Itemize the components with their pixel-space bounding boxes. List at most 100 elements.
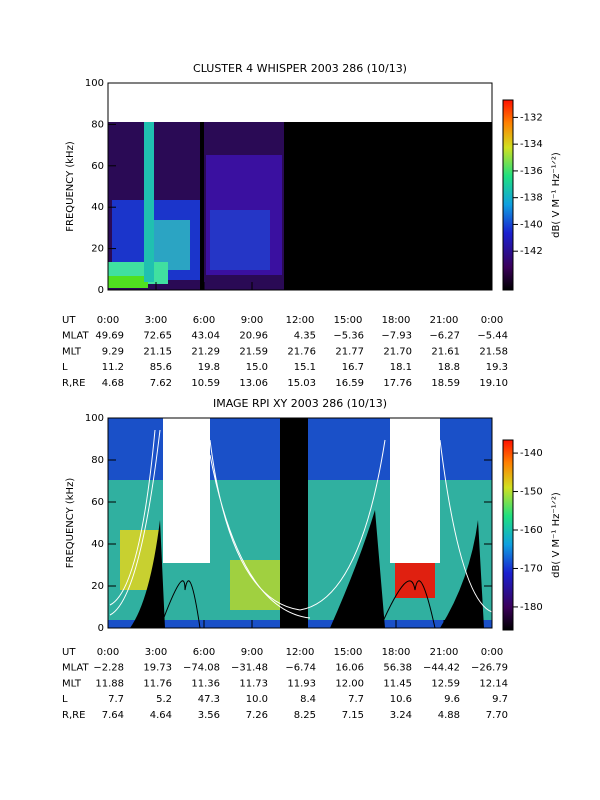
y-tick-label: 40 — [91, 202, 104, 213]
x-tick-label: 0:00 — [481, 315, 503, 326]
x-tick-label: 0:00 — [97, 647, 119, 658]
y-tick-label: 100 — [85, 413, 104, 424]
colorbar-tick-label: -150 — [520, 487, 543, 498]
ephemeris-value: 10.59 — [191, 378, 220, 389]
ephemeris-value: 5.2 — [156, 694, 172, 705]
ephemeris-value: 12.59 — [431, 678, 460, 689]
panel-2-image — [108, 418, 493, 629]
ephemeris-value: 15.0 — [246, 362, 268, 373]
ephemeris-value: 19.73 — [143, 663, 172, 674]
y-axis-label: FREQUENCY (kHz) — [65, 141, 76, 232]
ephemeris-value: −2.28 — [93, 663, 124, 674]
colorbar-tick-label: -160 — [520, 525, 543, 536]
ephemeris-value: 4.68 — [102, 378, 124, 389]
x-tick-label: 3:00 — [145, 315, 167, 326]
x-tick-label: 18:00 — [382, 647, 411, 658]
y-axis-label: FREQUENCY (kHz) — [65, 478, 76, 569]
y-tick-label: 60 — [91, 497, 104, 508]
colorbar-tick-label: -140 — [520, 448, 543, 459]
ephemeris-value: 11.73 — [239, 678, 268, 689]
ephemeris-value: −44.42 — [423, 663, 460, 674]
x-tick-label: 6:00 — [193, 315, 215, 326]
ephemeris-value: 10.0 — [246, 694, 268, 705]
ephemeris-value: 18.1 — [390, 362, 412, 373]
ephemeris-value: −31.48 — [231, 663, 268, 674]
colorbar-tick-label: -138 — [520, 193, 543, 204]
x-tick-label: 21:00 — [430, 315, 459, 326]
ephemeris-value: 16.59 — [335, 378, 364, 389]
ephemeris-value: 21.59 — [239, 346, 268, 357]
ephemeris-value: 10.6 — [390, 694, 412, 705]
x-axis-label: UT — [62, 315, 76, 326]
ephemeris-value: 9.6 — [444, 694, 460, 705]
ephemeris-value: 8.4 — [300, 694, 316, 705]
y-tick-label: 0 — [98, 623, 104, 634]
ephemeris-value: −6.27 — [429, 331, 460, 342]
ephemeris-value: 15.03 — [287, 378, 316, 389]
ephemeris-value: 18.8 — [438, 362, 460, 373]
ephemeris-value: 43.04 — [191, 331, 220, 342]
title: IMAGE RPI XY 2003 286 (10/13) — [213, 397, 387, 410]
ephemeris-value: 21.58 — [479, 346, 508, 357]
ephemeris-value: −74.08 — [183, 663, 220, 674]
x-tick-label: 9:00 — [241, 315, 263, 326]
x-tick-label: 9:00 — [241, 647, 263, 658]
colorbar — [502, 439, 514, 631]
colorbar-label: dB( V M⁻¹ Hz⁻¹ᐟ²) — [551, 152, 562, 238]
ephemeris-value: 11.88 — [95, 678, 124, 689]
ephemeris-value: −26.79 — [471, 663, 508, 674]
ephemeris-name: L — [62, 362, 68, 373]
ephemeris-value: 11.45 — [383, 678, 412, 689]
ephemeris-value: 49.69 — [95, 331, 124, 342]
x-tick-label: 0:00 — [97, 315, 119, 326]
x-axis-label: UT — [62, 647, 76, 658]
ephemeris-value: 21.77 — [335, 346, 364, 357]
ephemeris-value: 13.06 — [239, 378, 268, 389]
x-tick-label: 15:00 — [334, 647, 363, 658]
ephemeris-value: 16.06 — [335, 663, 364, 674]
colorbar-tick-label: -170 — [520, 563, 543, 574]
ephemeris-value: 12.14 — [479, 678, 508, 689]
ephemeris-value: 9.7 — [492, 694, 508, 705]
ephemeris-value: 15.1 — [294, 362, 316, 373]
y-tick-label: 80 — [91, 119, 104, 130]
ephemeris-value: 16.7 — [342, 362, 364, 373]
ephemeris-name: MLT — [62, 678, 82, 689]
ephemeris-value: 7.64 — [102, 710, 124, 721]
colorbar-tick-label: -142 — [520, 246, 543, 257]
ephemeris-value: 7.7 — [108, 694, 124, 705]
colorbar-tick-label: -134 — [520, 139, 543, 150]
y-tick-label: 0 — [98, 285, 104, 296]
ephemeris-value: 19.10 — [479, 378, 508, 389]
x-tick-label: 3:00 — [145, 647, 167, 658]
ephemeris-value: −7.93 — [381, 331, 412, 342]
ephemeris-value: 12.00 — [335, 678, 364, 689]
ephemeris-value: 4.35 — [294, 331, 316, 342]
ephemeris-value: 11.93 — [287, 678, 316, 689]
ephemeris-value: 11.36 — [191, 678, 220, 689]
ephemeris-value: 21.76 — [287, 346, 316, 357]
ephemeris-value: −5.36 — [333, 331, 364, 342]
ephemeris-value: 19.3 — [486, 362, 508, 373]
x-tick-label: 21:00 — [430, 647, 459, 658]
ephemeris-value: 11.76 — [143, 678, 172, 689]
x-tick-label: 12:00 — [286, 647, 315, 658]
ephemeris-value: −6.74 — [285, 663, 316, 674]
panel-1-image — [108, 122, 492, 290]
ephemeris-value: 18.59 — [431, 378, 460, 389]
ephemeris-value: 21.61 — [431, 346, 460, 357]
ephemeris-name: MLAT — [62, 331, 89, 342]
ephemeris-value: 21.29 — [191, 346, 220, 357]
colorbar-tick-label: -136 — [520, 166, 543, 177]
colorbar-label: dB( V M⁻¹ Hz⁻¹ᐟ²) — [551, 492, 562, 578]
ephemeris-value: 4.64 — [150, 710, 172, 721]
ephemeris-value: 72.65 — [143, 331, 172, 342]
ephemeris-value: −5.44 — [477, 331, 508, 342]
y-tick-label: 20 — [91, 581, 104, 592]
ephemeris-value: 21.15 — [143, 346, 172, 357]
ephemeris-name: MLAT — [62, 663, 89, 674]
y-tick-label: 100 — [85, 78, 104, 89]
x-tick-label: 12:00 — [286, 315, 315, 326]
ephemeris-name: MLT — [62, 346, 82, 357]
